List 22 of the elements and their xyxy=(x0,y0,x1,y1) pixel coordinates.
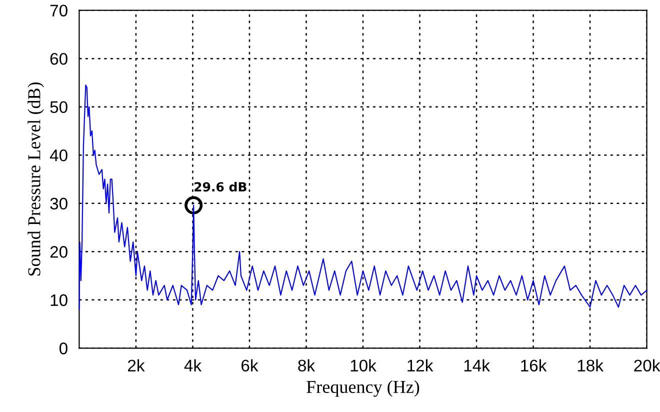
x-tick-label: 10k xyxy=(350,359,376,372)
x-tick-label: 2k xyxy=(128,359,145,372)
line-series xyxy=(78,84,648,310)
y-tick-label: 50 xyxy=(50,101,68,114)
x-tick-label: 8k xyxy=(298,359,316,372)
y-tick-label: 60 xyxy=(50,52,68,65)
x-tick-label: 4k xyxy=(184,359,202,372)
y-tick-label: 20 xyxy=(50,246,68,258)
x-tick-label: 20k xyxy=(634,359,660,372)
y-axis-title: Sound Pressure Level (dB) xyxy=(28,82,44,276)
x-tick-label: 12k xyxy=(408,359,434,372)
x-axis-title: Frequency (Hz) xyxy=(306,380,420,397)
y-tick-label: 0 xyxy=(59,342,68,354)
y-tick-label: 30 xyxy=(50,198,68,210)
x-tick-label: 18k xyxy=(578,359,604,372)
x-tick-label: 16k xyxy=(521,359,547,372)
y-tick-label: 10 xyxy=(50,294,68,306)
x-tick-label: 6k xyxy=(242,359,258,372)
y-tick-label: 70 xyxy=(50,4,68,17)
y-tick-label: 40 xyxy=(50,149,68,162)
annotation: 29.6 dB xyxy=(194,182,246,192)
x-tick-label: 14k xyxy=(464,359,490,372)
